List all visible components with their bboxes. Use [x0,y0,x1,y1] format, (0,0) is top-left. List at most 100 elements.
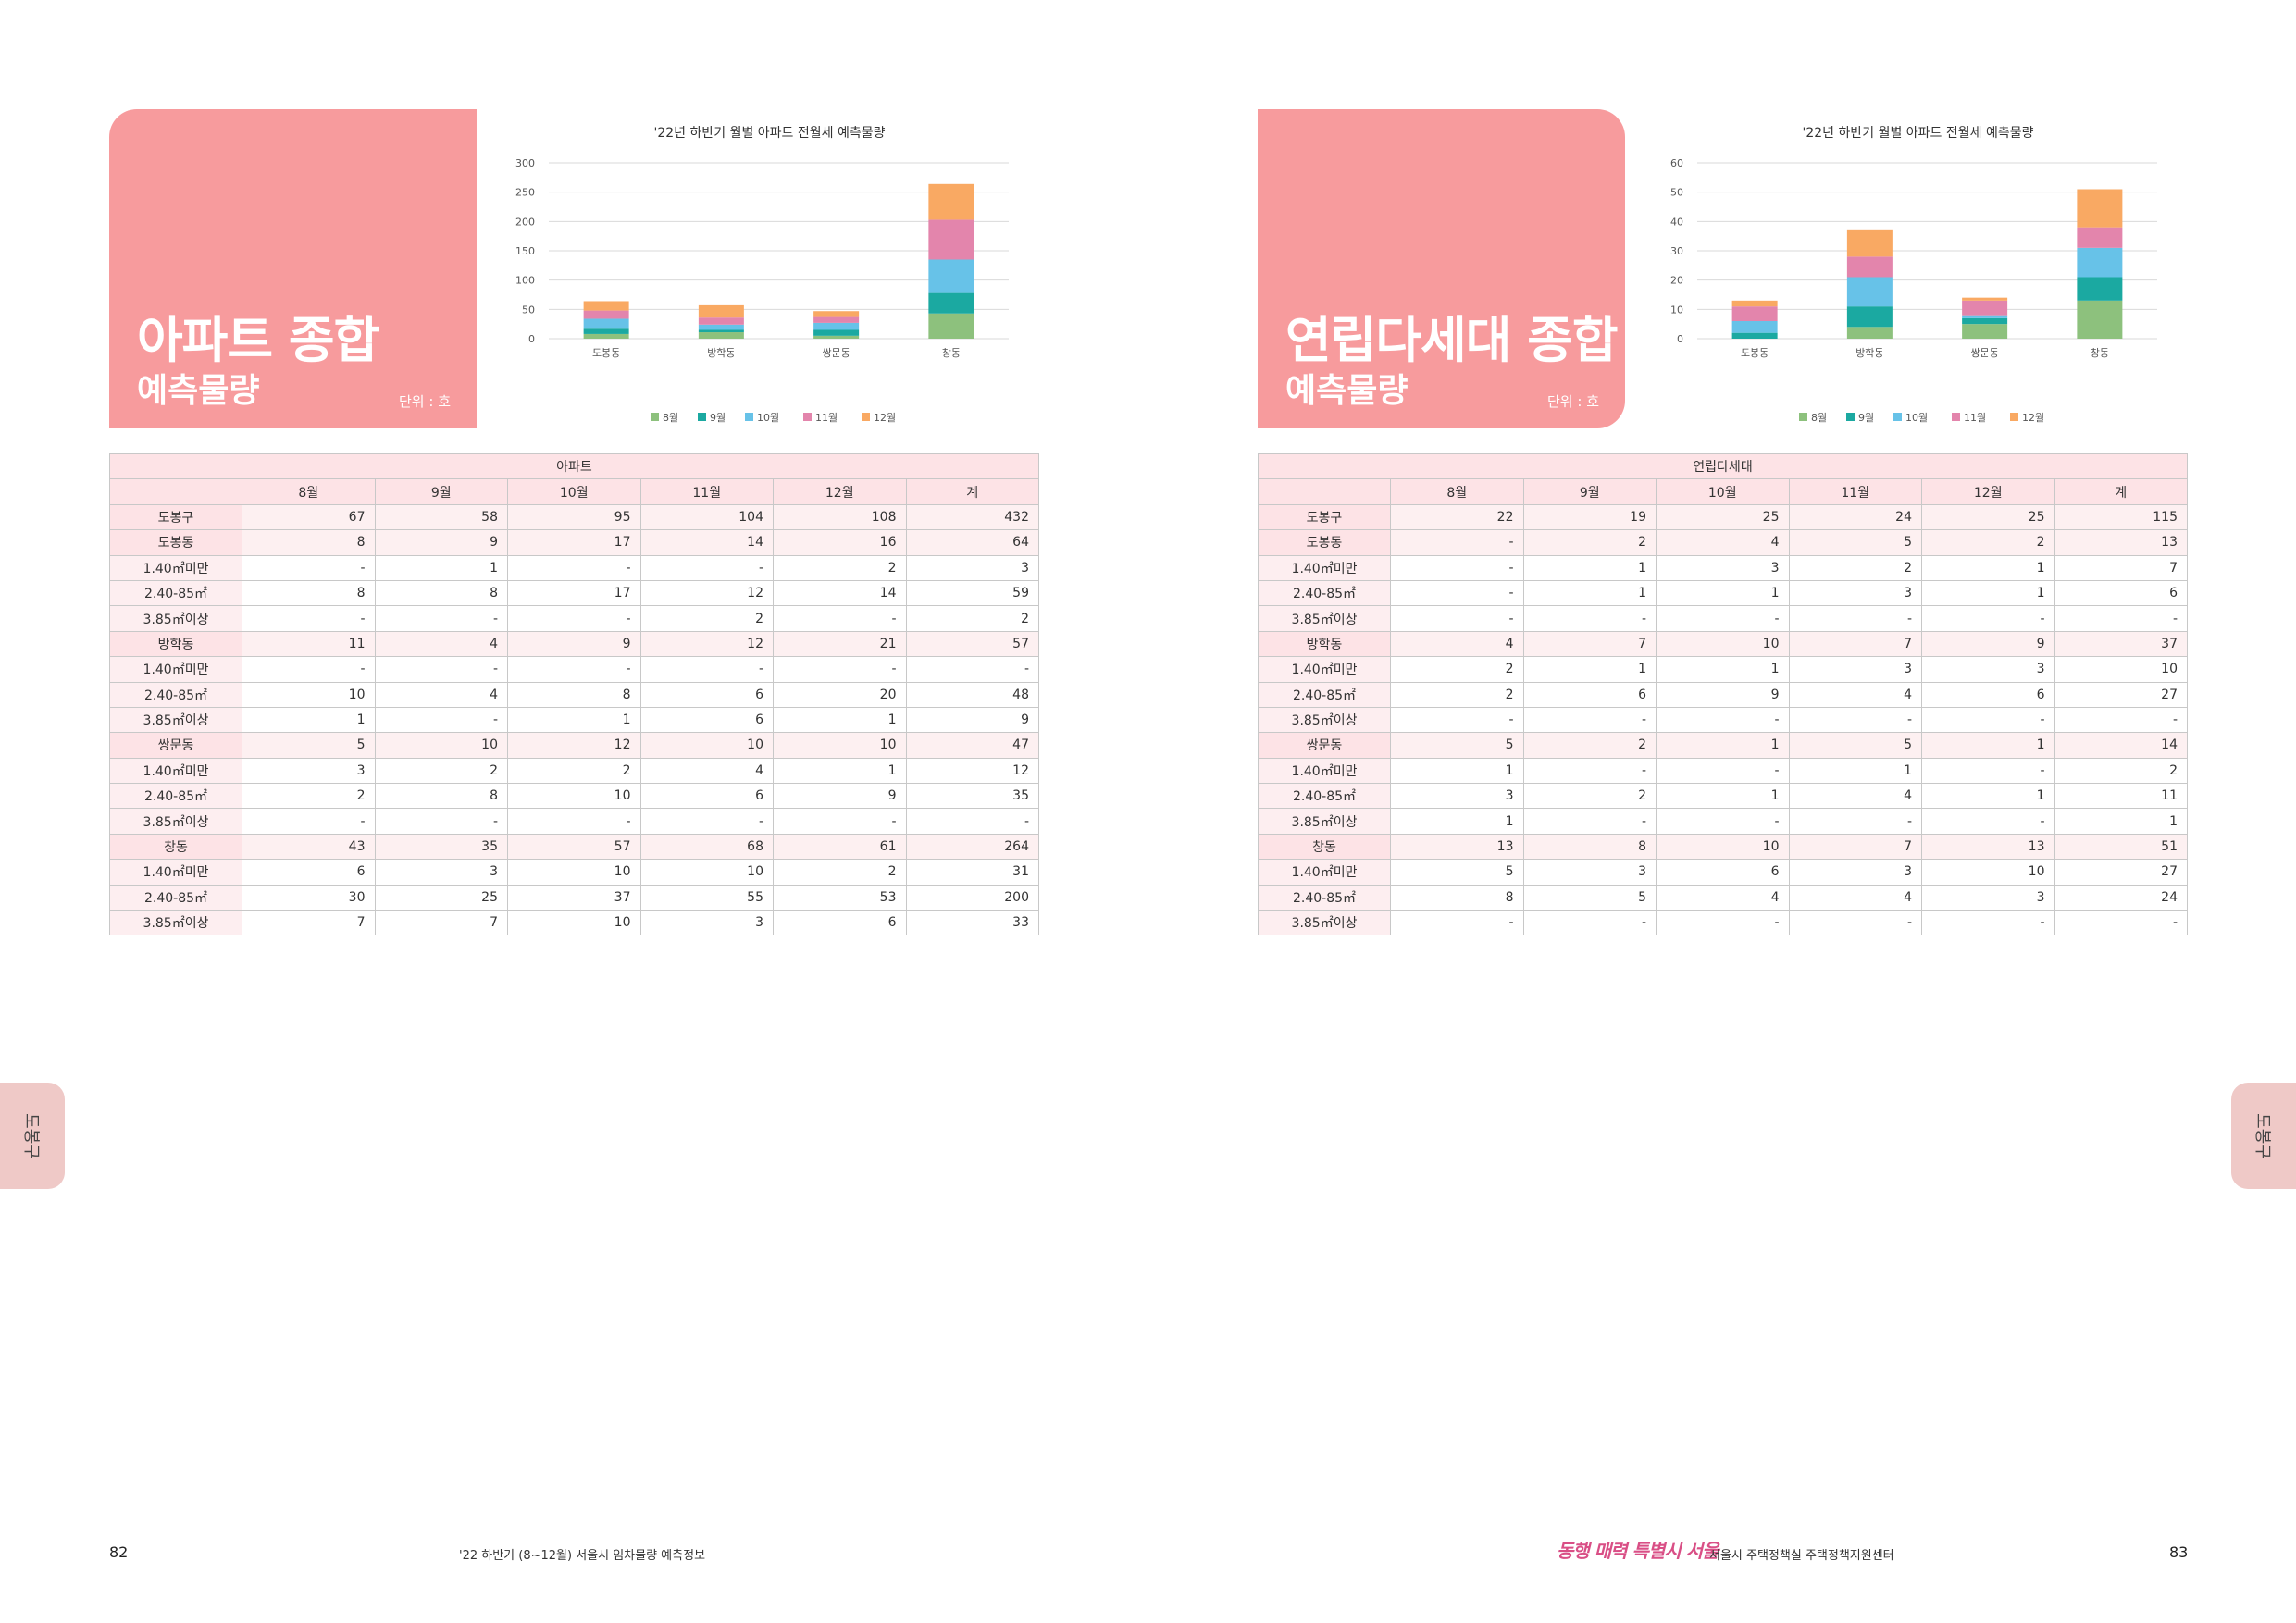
title-box-apartment: 아파트 종합 예측물량 단위 : 호 [109,109,477,428]
row-label: 방학동 [1258,630,1391,658]
x-category-label: 창동 [2091,347,2109,359]
table-cell: - [1522,605,1657,632]
table-cell: 1 [1788,757,1922,785]
table-cell: 6 [1656,859,1790,886]
bar-segment [2077,247,2123,278]
table-cell: - [1390,529,1524,556]
table-cell: 10 [507,910,641,936]
table-row: 3.85㎡이상 - - - - - - [1258,605,2188,632]
table-row: 도봉동 8 9 17 14 16 64 [109,529,1039,556]
table-cell: 1 [1921,783,2055,810]
bar-segment [2077,277,2123,301]
table-cell: 20 [773,681,907,708]
table-cell: 2 [773,554,907,581]
table-cell: 8 [1522,833,1657,861]
bar-segment [1731,321,1778,333]
table-cell: 1 [507,706,641,734]
bar-segment [813,311,860,317]
table-cell: 25 [374,884,508,911]
table-cell: - [639,554,774,581]
bar-segment [698,324,744,330]
table-cell: 104 [639,503,774,531]
table-cell: 1 [1522,656,1657,683]
table-cell: - [1656,757,1790,785]
table-cell: 5 [1788,529,1922,556]
chart-apartment-svg: '22년 하반기 월별 아파트 전월세 예측물량 0 50 100 150 200 250 3… [515,126,1009,424]
footer-text-right: 서울시 주택정책실 주택정책지원센터 [1709,1549,1894,1563]
row-label: 1.40㎡미만 [109,757,242,785]
table-cell: - [1390,554,1524,581]
table-cell: 37 [507,884,641,911]
table-cell: 4 [1656,884,1790,911]
table-cell: 3 [1921,656,2055,683]
row-label: 3.85㎡이상 [1258,706,1391,734]
table-cell: 30 [242,884,376,911]
table-cell: 7 [1788,630,1922,658]
row-label: 1.40㎡미만 [109,554,242,581]
column-header: 8월 [242,478,376,505]
row-label: 도봉동 [1258,529,1391,556]
table-cell: 3 [1788,656,1922,683]
table-title: 아파트 [109,452,1039,480]
table-row: 방학동 4 7 10 7 9 37 [1258,630,2188,658]
bar-segment [1731,332,1778,339]
column-header: 계 [905,478,1039,505]
row-label: 2.40-85㎡ [109,681,242,708]
table-cell: 27 [2054,859,2188,886]
chart-apartment: '22년 하반기 월별 아파트 전월세 예측물량 0 50 100 150 200 250 3… [507,117,1009,431]
table-row: 2.40-85㎡ 8 8 17 12 14 59 [109,579,1039,607]
table-cell: 1 [1656,656,1790,683]
page-subtitle: 예측물량 [137,372,260,410]
page-title: 아파트 종합 [137,311,379,369]
bar-segment [698,304,744,318]
table-cell: 6 [639,783,774,810]
table-cell: 10 [773,732,907,759]
table-cell: 4 [639,757,774,785]
legend-label: 9월 [710,412,726,424]
table-cell: - [639,656,774,683]
table-cell: 7 [1522,630,1657,658]
table-cell: 19 [1522,503,1657,531]
legend-swatch [803,413,812,421]
table-cell: 2 [773,859,907,886]
bar-segment [1962,297,2008,301]
y-tick-label: 10 [1670,304,1683,316]
legend-swatch [1846,413,1855,421]
header-blank [1258,478,1391,505]
page-subtitle: 예측물량 [1285,372,1409,410]
row-label: 1.40㎡미만 [109,656,242,683]
table-cell: 4 [374,681,508,708]
row-label: 창동 [1258,833,1391,861]
table-cell: 9 [507,630,641,658]
column-header: 8월 [1390,478,1524,505]
table-cell: - [773,656,907,683]
row-label: 3.85㎡이상 [109,706,242,734]
table-cell: 1 [1390,757,1524,785]
table-cell: - [1788,706,1922,734]
table-cell: - [1921,910,2055,936]
y-tick-label: 100 [515,275,535,287]
table-row: 방학동 11 4 9 12 21 57 [109,630,1039,658]
table-cell: 10 [374,732,508,759]
table-cell: 2 [639,605,774,632]
table-row: 도봉구 22 19 25 24 25 115 [1258,503,2188,531]
y-tick-label: 40 [1670,216,1683,228]
table-cell: 4 [1788,884,1922,911]
table-cell: - [1522,757,1657,785]
y-tick-label: 50 [1670,187,1683,199]
table-cell: 7 [242,910,376,936]
table-cell: 57 [905,630,1039,658]
bar-segment [698,329,744,333]
row-label: 2.40-85㎡ [109,783,242,810]
slogan-logo: 동행 매력 특별시 서울 [1557,1540,1719,1562]
unit-label: 단위 : 호 [1547,393,1599,410]
bar-segment [583,328,629,334]
table-cell: 12 [507,732,641,759]
y-tick-label: 60 [1670,157,1683,169]
side-tab-label: 도봉구 [21,1112,41,1159]
table-cell: - [507,554,641,581]
table-cell: 10 [1656,833,1790,861]
row-label: 도봉구 [1258,503,1391,531]
bar-segment [1846,256,1893,278]
table-row: 3.85㎡이상 1-1 6 1 9 [109,706,1039,734]
